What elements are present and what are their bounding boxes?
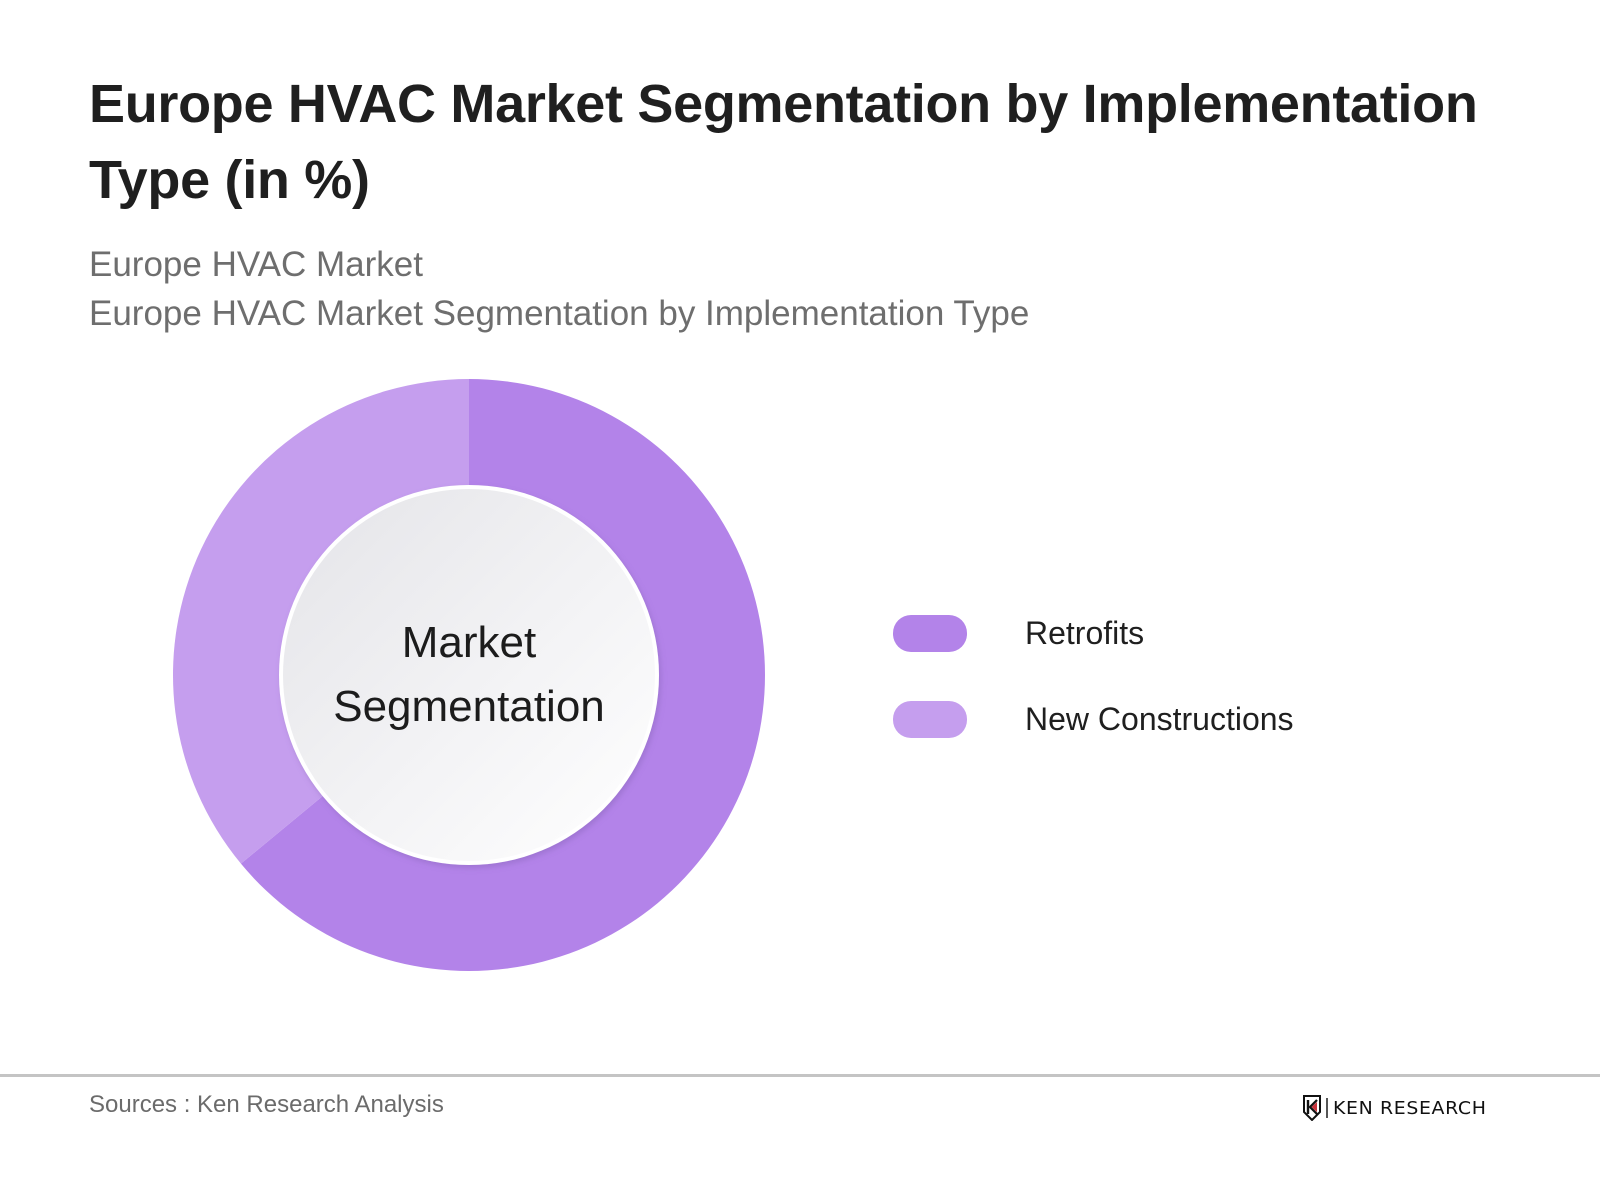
legend-item-new-constructions[interactable]: New Constructions bbox=[893, 700, 1294, 738]
shield-k-logo-icon bbox=[1303, 1095, 1321, 1121]
donut-chart bbox=[173, 379, 765, 971]
logo-wordmark: KEN RESEARCH bbox=[1333, 1097, 1487, 1119]
footer-divider bbox=[0, 1074, 1600, 1077]
sources-note: Sources : Ken Research Analysis bbox=[89, 1091, 444, 1118]
donut-inner-circle bbox=[283, 489, 655, 861]
logo-separator bbox=[1326, 1098, 1328, 1118]
chart-subtitle-segmentation: Europe HVAC Market Segmentation by Imple… bbox=[89, 294, 1030, 333]
chart-legend: Retrofits New Constructions bbox=[893, 614, 1294, 786]
legend-label-retrofits: Retrofits bbox=[1025, 614, 1145, 651]
chart-title: Europe HVAC Market Segmentation by Imple… bbox=[89, 74, 1478, 210]
legend-swatch-new-constructions bbox=[893, 700, 967, 738]
donut-chart-svg bbox=[173, 379, 765, 971]
legend-item-retrofits[interactable]: Retrofits bbox=[893, 614, 1294, 652]
chart-subtitle-market: Europe HVAC Market bbox=[89, 245, 423, 284]
ken-research-logo: KEN RESEARCH bbox=[1302, 1095, 1486, 1121]
legend-swatch-retrofits bbox=[893, 614, 967, 652]
legend-label-new-constructions: New Constructions bbox=[1025, 700, 1294, 737]
